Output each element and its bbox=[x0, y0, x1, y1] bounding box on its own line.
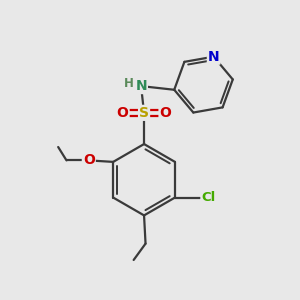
Text: H: H bbox=[124, 77, 134, 90]
Text: N: N bbox=[135, 79, 147, 93]
Text: O: O bbox=[117, 106, 129, 120]
Text: N: N bbox=[208, 50, 220, 64]
Text: S: S bbox=[139, 106, 149, 120]
Text: O: O bbox=[83, 153, 95, 167]
Text: O: O bbox=[160, 106, 171, 120]
Text: Cl: Cl bbox=[201, 191, 216, 204]
